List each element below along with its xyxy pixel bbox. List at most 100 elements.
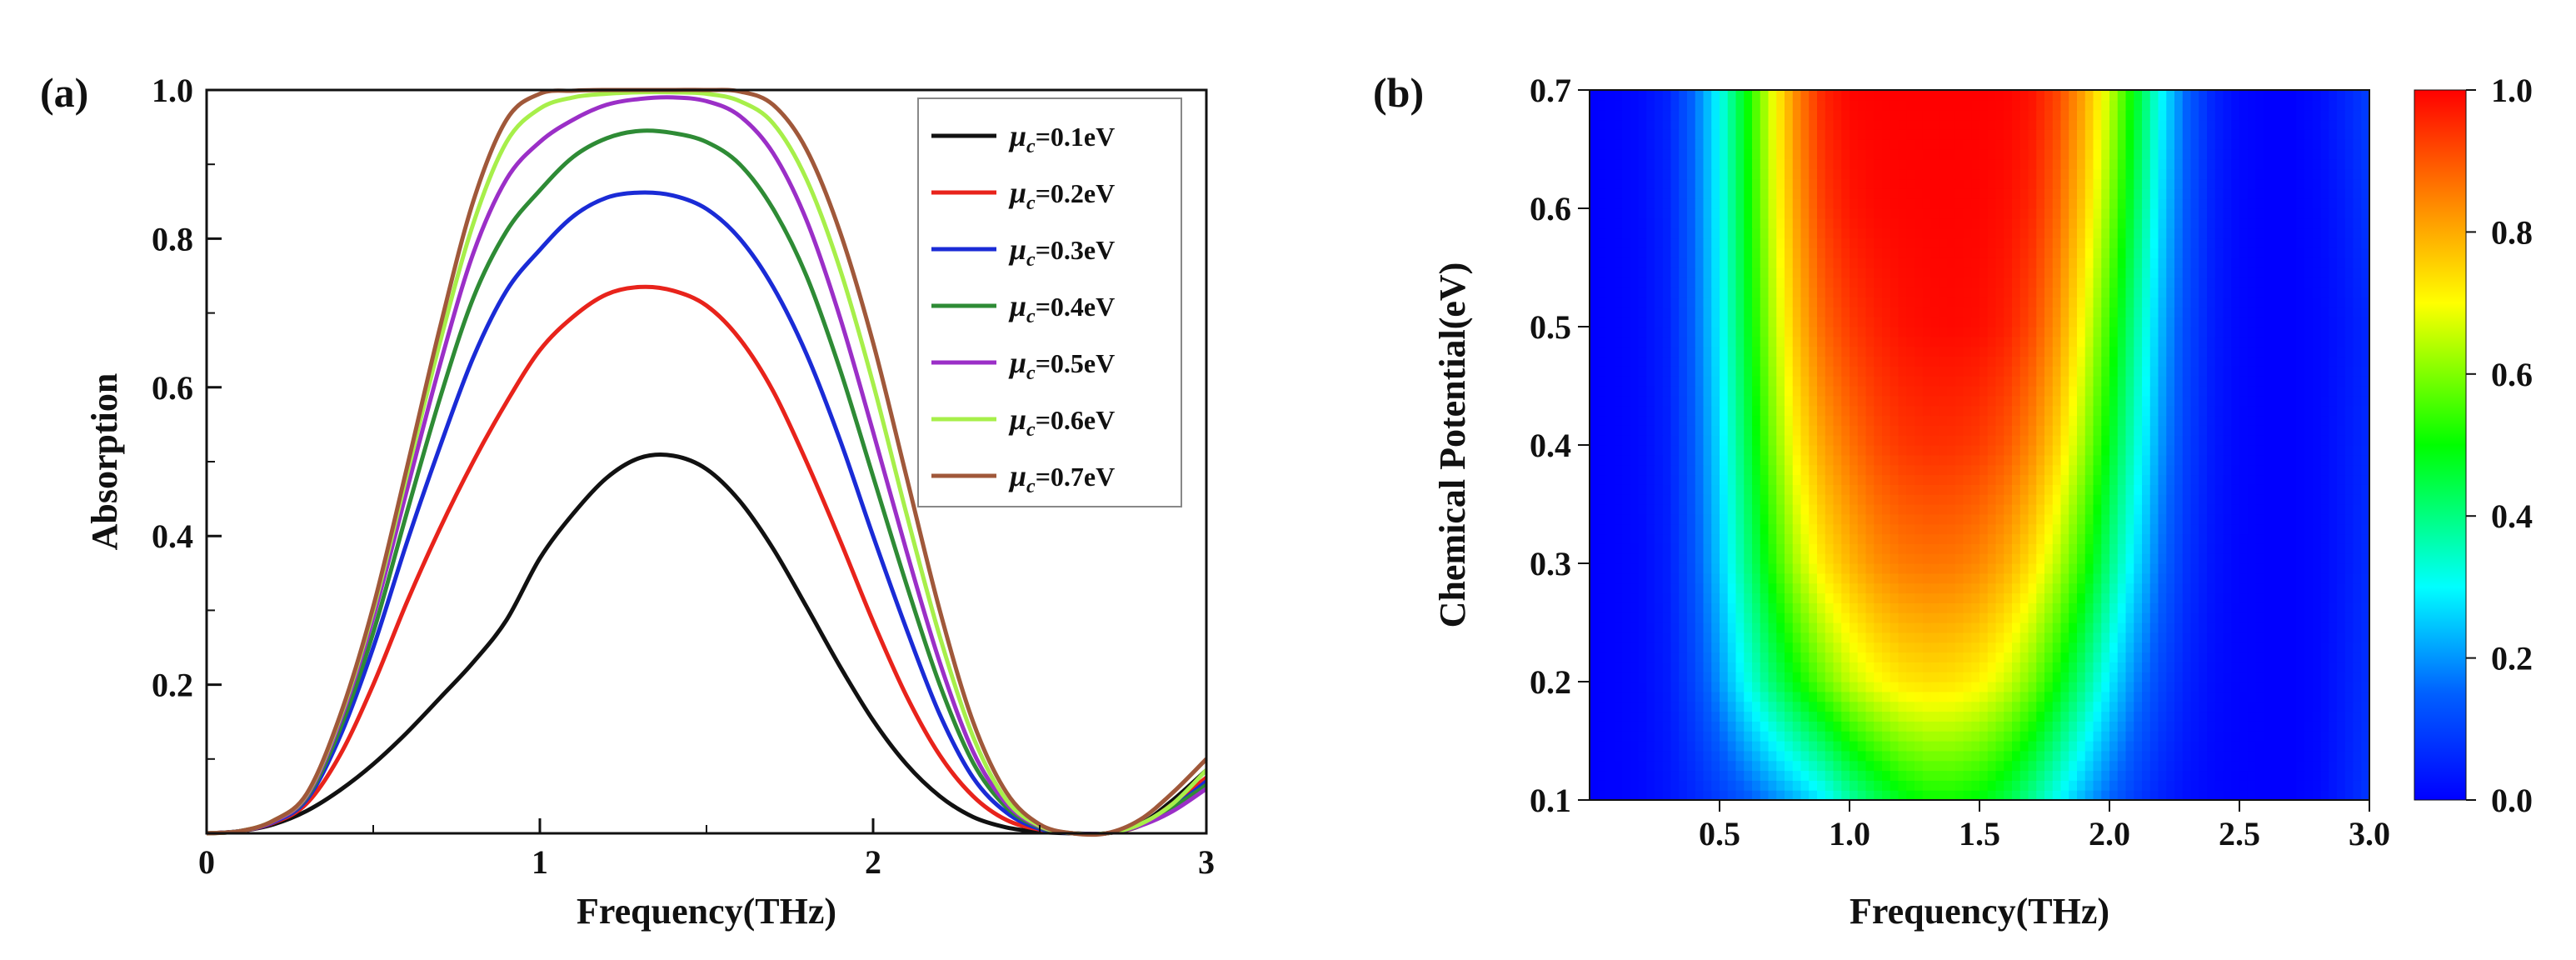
heatmap-cell: [2101, 652, 2110, 662]
heatmap-cell: [1971, 741, 1980, 752]
heatmap-cell: [1792, 494, 1802, 505]
heatmap-cell: [1939, 366, 1948, 377]
heatmap-cell: [1987, 317, 1997, 328]
heatmap-cell: [1857, 582, 1867, 594]
heatmap-cell: [2353, 780, 2362, 791]
heatmap-cell: [2166, 553, 2175, 564]
heatmap-cell: [1979, 356, 1989, 367]
heatmap-cell: [1915, 622, 1924, 633]
heatmap-cell: [2158, 553, 2167, 564]
heatmap-cell: [2117, 711, 2127, 722]
heatmap-cell: [2264, 731, 2273, 742]
heatmap-cell: [1825, 513, 1835, 525]
heatmap-cell: [2312, 721, 2322, 732]
heatmap-cell: [2036, 543, 2045, 554]
heatmap-cell: [2158, 405, 2167, 417]
heatmap-cell: [2044, 553, 2054, 564]
heatmap-cell: [1638, 721, 1647, 732]
heatmap-cell: [2231, 543, 2240, 554]
heatmap-cell: [2166, 366, 2175, 377]
heatmap-cell: [2084, 701, 2094, 712]
heatmap-cell: [1915, 721, 1924, 732]
heatmap-cell: [2320, 711, 2329, 722]
heatmap-cell: [1857, 622, 1867, 633]
heatmap-cell: [1670, 750, 1680, 762]
heatmap-cell: [1614, 592, 1623, 603]
heatmap-cell: [2296, 592, 2305, 603]
heatmap-cell: [2288, 553, 2297, 564]
heatmap-cell: [2255, 790, 2264, 801]
heatmap-cell: [2174, 582, 2184, 594]
heatmap-cell: [1622, 701, 1631, 712]
heatmap-cell: [1614, 682, 1623, 692]
heatmap-cell: [1817, 780, 1826, 791]
heatmap-cell: [2223, 336, 2232, 348]
heatmap-cell: [1841, 553, 1850, 564]
heatmap-cell: [2149, 691, 2159, 702]
heatmap-cell: [1655, 711, 1664, 722]
heatmap-cell: [1760, 454, 1770, 466]
heatmap-cell: [1662, 711, 1672, 722]
heatmap-cell: [1744, 582, 1753, 594]
heatmap-cell: [1874, 307, 1883, 318]
heatmap-cell: [2012, 297, 2021, 308]
heatmap-cell: [1890, 523, 1900, 535]
heatmap-cell: [1963, 652, 1972, 662]
heatmap-cell: [2264, 691, 2273, 702]
heatmap-cell: [2207, 612, 2216, 623]
heatmap-cell: [2223, 356, 2232, 367]
heatmap-cell: [2149, 346, 2159, 358]
heatmap-cell: [2149, 572, 2159, 584]
heatmap-cell: [2361, 711, 2370, 722]
heatmap-cell: [1703, 435, 1712, 446]
heatmap-cell: [1655, 287, 1664, 298]
heatmap-cell: [2255, 602, 2264, 613]
heatmap-cell: [2312, 602, 2322, 613]
heatmap-cell: [1630, 395, 1640, 407]
heatmap-cell: [2255, 445, 2264, 456]
heatmap-cell: [2207, 523, 2216, 535]
heatmap-cell: [2052, 366, 2062, 377]
heatmap-cell: [1809, 287, 1818, 298]
heatmap-cell: [2134, 405, 2143, 417]
heatmap-cell: [2044, 622, 2054, 633]
heatmap-cell: [1646, 731, 1655, 742]
heatmap-cell: [1930, 622, 1939, 633]
heatmap-cell: [2329, 307, 2338, 318]
heatmap-cell: [2304, 662, 2314, 672]
heatmap-cell: [2288, 652, 2297, 662]
heatmap-cell: [1825, 770, 1835, 781]
heatmap-cell: [1720, 563, 1729, 574]
heatmap-cell: [2134, 750, 2143, 762]
heatmap-cell: [2199, 760, 2208, 772]
heatmap-cell: [1809, 750, 1818, 762]
heatmap-cell: [2069, 780, 2078, 791]
heatmap-cell: [1865, 454, 1875, 466]
heatmap-cell: [2344, 415, 2354, 426]
heatmap-cell: [2304, 721, 2314, 732]
heatmap-cell: [1898, 632, 1907, 643]
heatmap-cell: [1735, 474, 1745, 485]
heatmap-cell: [2312, 346, 2322, 358]
heatmap-cell: [2207, 405, 2216, 417]
heatmap-cell: [2142, 464, 2151, 476]
heatmap-cell: [1752, 572, 1761, 584]
heatmap-cell: [1630, 691, 1640, 702]
heatmap-cell: [2247, 780, 2257, 791]
heatmap-cell: [1597, 504, 1607, 515]
heatmap-cell: [1874, 415, 1883, 426]
heatmap-cell: [1597, 287, 1607, 298]
heatmap-cell: [2239, 504, 2249, 515]
heatmap-cell: [2101, 711, 2110, 722]
heatmap-cell: [1687, 592, 1696, 603]
heatmap-cell: [1947, 366, 1956, 377]
heatmap-cell: [1850, 701, 1859, 712]
heatmap-cell: [1874, 494, 1883, 505]
heatmap-cell: [2190, 572, 2199, 584]
heatmap-cell: [2182, 533, 2192, 544]
heatmap-cell: [1874, 750, 1883, 762]
heatmap-cell: [1995, 523, 2004, 535]
heatmap-cell: [2264, 662, 2273, 672]
heatmap-cell: [2069, 582, 2078, 594]
heatmap-cell: [2320, 760, 2329, 772]
